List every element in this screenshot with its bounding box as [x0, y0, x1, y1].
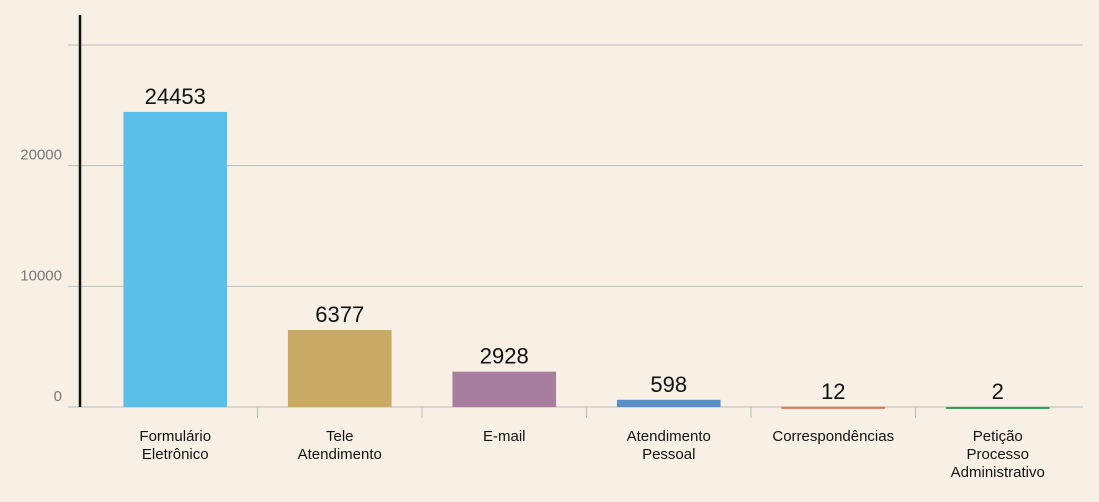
x-tick-label: Tele Atendimento: [298, 428, 382, 463]
bar: [452, 371, 557, 407]
y-tick-label: 20000: [20, 147, 62, 164]
y-tick-label: 0: [54, 388, 62, 405]
value-label: 2928: [480, 343, 529, 368]
x-tick-label: E-mail: [483, 428, 526, 445]
y-tick-label: 10000: [20, 267, 62, 284]
value-label: 12: [821, 379, 845, 404]
bar: [287, 330, 392, 407]
value-label: 6377: [315, 302, 364, 327]
x-tick-label: Correspondências: [772, 428, 894, 445]
bar: [781, 406, 886, 409]
bar: [123, 111, 228, 407]
x-tick-label: Petição Processo Administrativo: [951, 428, 1045, 481]
value-label: 2: [992, 379, 1004, 404]
x-tick-label: Atendimento Pessoal: [627, 428, 711, 463]
value-label: 598: [650, 372, 687, 397]
bar: [616, 399, 721, 407]
value-label: 24453: [145, 84, 206, 109]
x-tick-label: Formulário Eletrônico: [139, 428, 211, 463]
bar: [945, 406, 1050, 409]
